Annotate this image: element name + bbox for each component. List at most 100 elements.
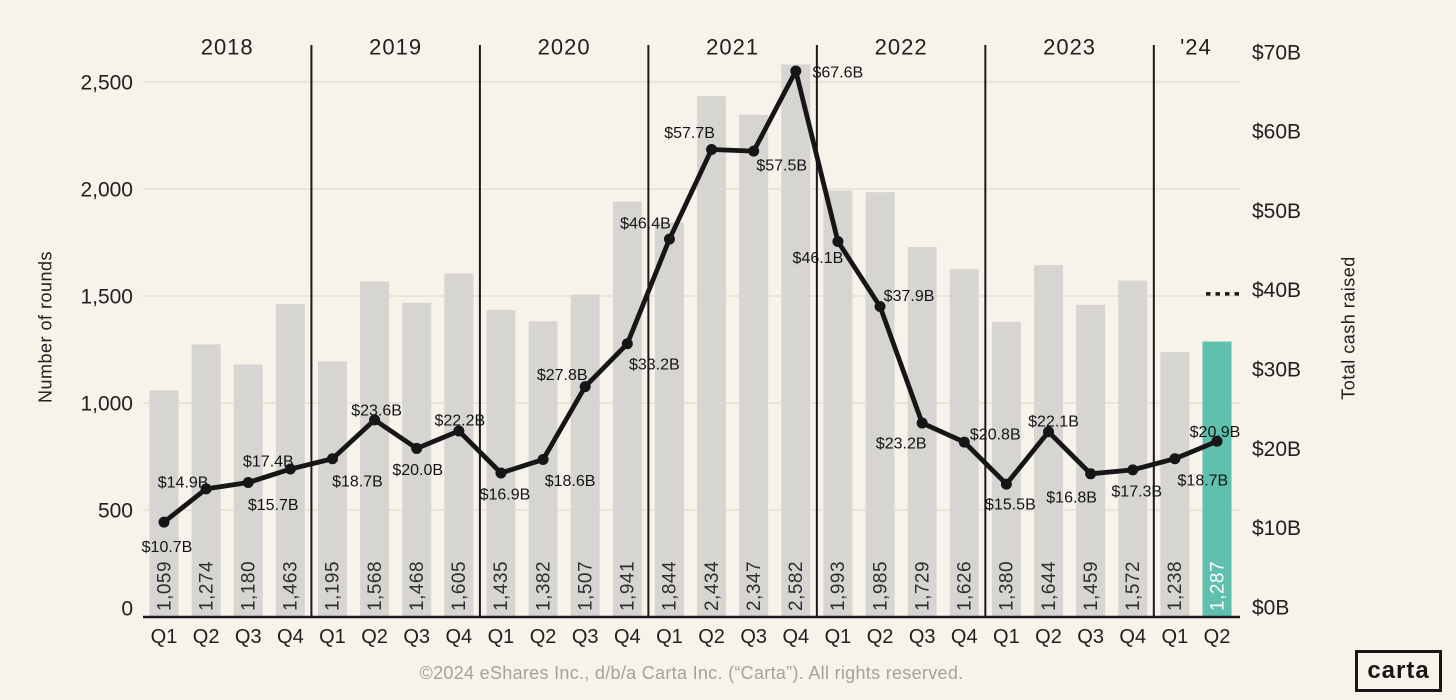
line-value-label-2020-Q2: $18.6B: [545, 473, 596, 490]
line-value-label-2021-Q4: $67.6B: [812, 65, 863, 82]
line-value-label-2018-Q4: $17.4B: [243, 454, 294, 471]
bar-2019-Q4: [444, 273, 474, 617]
line-value-label-2022-Q4: $20.8B: [970, 427, 1021, 444]
x-tick-2019-Q4: Q4: [445, 626, 472, 648]
line-point-24-Q1: [1169, 453, 1181, 465]
bar-value-label-2019-Q3: 1,468: [407, 561, 428, 611]
line-point-2021-Q2: [706, 144, 718, 156]
line-value-label-2019-Q1: $18.7B: [332, 473, 383, 490]
x-tick-2020-Q1: Q1: [488, 626, 515, 648]
line-point-2018-Q1: [158, 516, 170, 528]
line-value-label-2018-Q2: $14.9B: [158, 474, 209, 491]
line-point-2023-Q3: [1085, 468, 1097, 480]
bar-2018-Q4: [275, 303, 305, 617]
x-tick-2023-Q2: Q2: [1035, 626, 1062, 648]
line-value-label-2018-Q3: $15.7B: [248, 497, 299, 514]
cash-raised-line: [161, 68, 1220, 525]
x-tick-2019-Q1: Q1: [319, 626, 346, 648]
bar-2018-Q2: [191, 344, 221, 617]
x-tick-2022-Q1: Q1: [825, 626, 852, 648]
bar-2022-Q3: [907, 246, 937, 617]
line-value-label-2019-Q4: $22.2B: [434, 413, 485, 430]
line-point-2022-Q3: [916, 417, 928, 429]
left-axis-tick-2000: 2,000: [80, 178, 133, 201]
line-point-24-Q2: [1211, 435, 1223, 447]
carta-logo-text: carta: [1367, 657, 1430, 684]
year-label-2018: 2018: [201, 35, 254, 60]
line-value-label-2019-Q2: $23.6B: [351, 402, 402, 419]
bar-24-Q2: [1202, 341, 1232, 617]
bar-2023-Q4: [1118, 280, 1148, 617]
right-axis-tick-30B: $30B: [1252, 358, 1301, 381]
left-axis-tick-2500: 2,500: [80, 71, 133, 94]
left-axis-tick-1500: 1,500: [80, 285, 133, 308]
line-value-label-2021-Q2: $57.7B: [664, 125, 715, 142]
line-value-label-24-Q2: $20.9B: [1190, 424, 1241, 441]
year-label-2021: 2021: [706, 35, 759, 60]
line-point-2019-Q1: [326, 453, 338, 465]
right-axis-tick-60B: $60B: [1252, 121, 1301, 144]
x-tick-2018-Q4: Q4: [277, 626, 304, 648]
x-tick-2023-Q3: Q3: [1077, 626, 1104, 648]
bar-2022-Q2: [865, 192, 895, 617]
x-tick-2018-Q3: Q3: [235, 626, 262, 648]
bar-value-label-2020-Q3: 1,507: [575, 561, 596, 611]
year-label-2023: 2023: [1043, 35, 1096, 60]
bar-value-label-2023-Q3: 1,459: [1081, 561, 1102, 611]
x-tick-2019-Q3: Q3: [403, 626, 430, 648]
line-value-label-2019-Q3: $20.0B: [392, 462, 443, 479]
line-point-2020-Q2: [537, 454, 549, 466]
x-tick-2022-Q4: Q4: [951, 626, 978, 648]
bar-2019-Q3: [402, 302, 432, 617]
x-tick-2018-Q2: Q2: [193, 626, 220, 648]
bar-value-label-2021-Q3: 2,347: [744, 561, 765, 611]
line-value-label-2020-Q4: $33.2B: [629, 356, 680, 373]
x-tick-2021-Q1: Q1: [656, 626, 683, 648]
line-point-2020-Q3: [579, 381, 591, 393]
line-point-2022-Q4: [958, 436, 970, 448]
bar-value-label-2022-Q1: 1,993: [828, 561, 849, 611]
line-value-label-2023-Q4: $17.3B: [1111, 483, 1162, 500]
x-tick-2020-Q2: Q2: [530, 626, 557, 648]
line-point-2023-Q4: [1127, 464, 1139, 476]
bar-value-label-2021-Q4: 2,582: [786, 561, 807, 611]
line-point-2023-Q2: [1043, 426, 1055, 438]
bar-value-label-2019-Q2: 1,568: [365, 561, 386, 611]
line-point-2020-Q1: [495, 467, 507, 479]
line-point-2021-Q4: [790, 65, 802, 77]
line-point-2022-Q1: [832, 235, 844, 247]
x-tick-2022-Q2: Q2: [867, 626, 894, 648]
bar-2020-Q3: [570, 294, 600, 617]
carta-logo: carta: [1355, 650, 1442, 692]
right-axis-tick-50B: $50B: [1252, 200, 1301, 223]
bar-value-label-2018-Q2: 1,274: [196, 561, 217, 611]
x-tick-2021-Q2: Q2: [698, 626, 725, 648]
bar-value-label-2022-Q3: 1,729: [912, 561, 933, 611]
right-axis-tick-20B: $20B: [1252, 438, 1301, 461]
bar-2021-Q1: [654, 222, 684, 617]
bar-value-label-2018-Q4: 1,463: [281, 561, 302, 611]
bar-2019-Q1: [317, 361, 347, 617]
bar-2021-Q2: [697, 96, 727, 617]
line-value-label-2022-Q3: $23.2B: [876, 436, 927, 453]
year-label-2019: 2019: [369, 35, 422, 60]
left-axis-tick-0: 0: [121, 597, 133, 620]
bar-value-label-2023-Q4: 1,572: [1123, 561, 1144, 611]
bar-2018-Q1: [149, 390, 179, 617]
bar-value-label-2021-Q2: 2,434: [702, 561, 723, 611]
x-tick-24-Q1: Q1: [1162, 626, 1189, 648]
bar-value-label-2021-Q1: 1,844: [660, 561, 681, 611]
year-label-24: '24: [1180, 35, 1212, 60]
line-point-2021-Q1: [663, 233, 675, 245]
left-axis-title: Number of rounds: [35, 251, 55, 403]
left-axis-tick-500: 500: [98, 499, 133, 522]
right-axis-tick-10B: $10B: [1252, 517, 1301, 540]
bar-value-label-2018-Q3: 1,180: [239, 561, 260, 611]
line-point-2019-Q3: [411, 442, 423, 454]
x-tick-24-Q2: Q2: [1204, 626, 1231, 648]
bar-value-label-2020-Q4: 1,941: [618, 561, 639, 611]
line-value-label-2022-Q1: $46.1B: [793, 250, 844, 267]
year-label-2022: 2022: [875, 35, 928, 60]
bar-value-label-2019-Q4: 1,605: [449, 561, 470, 611]
